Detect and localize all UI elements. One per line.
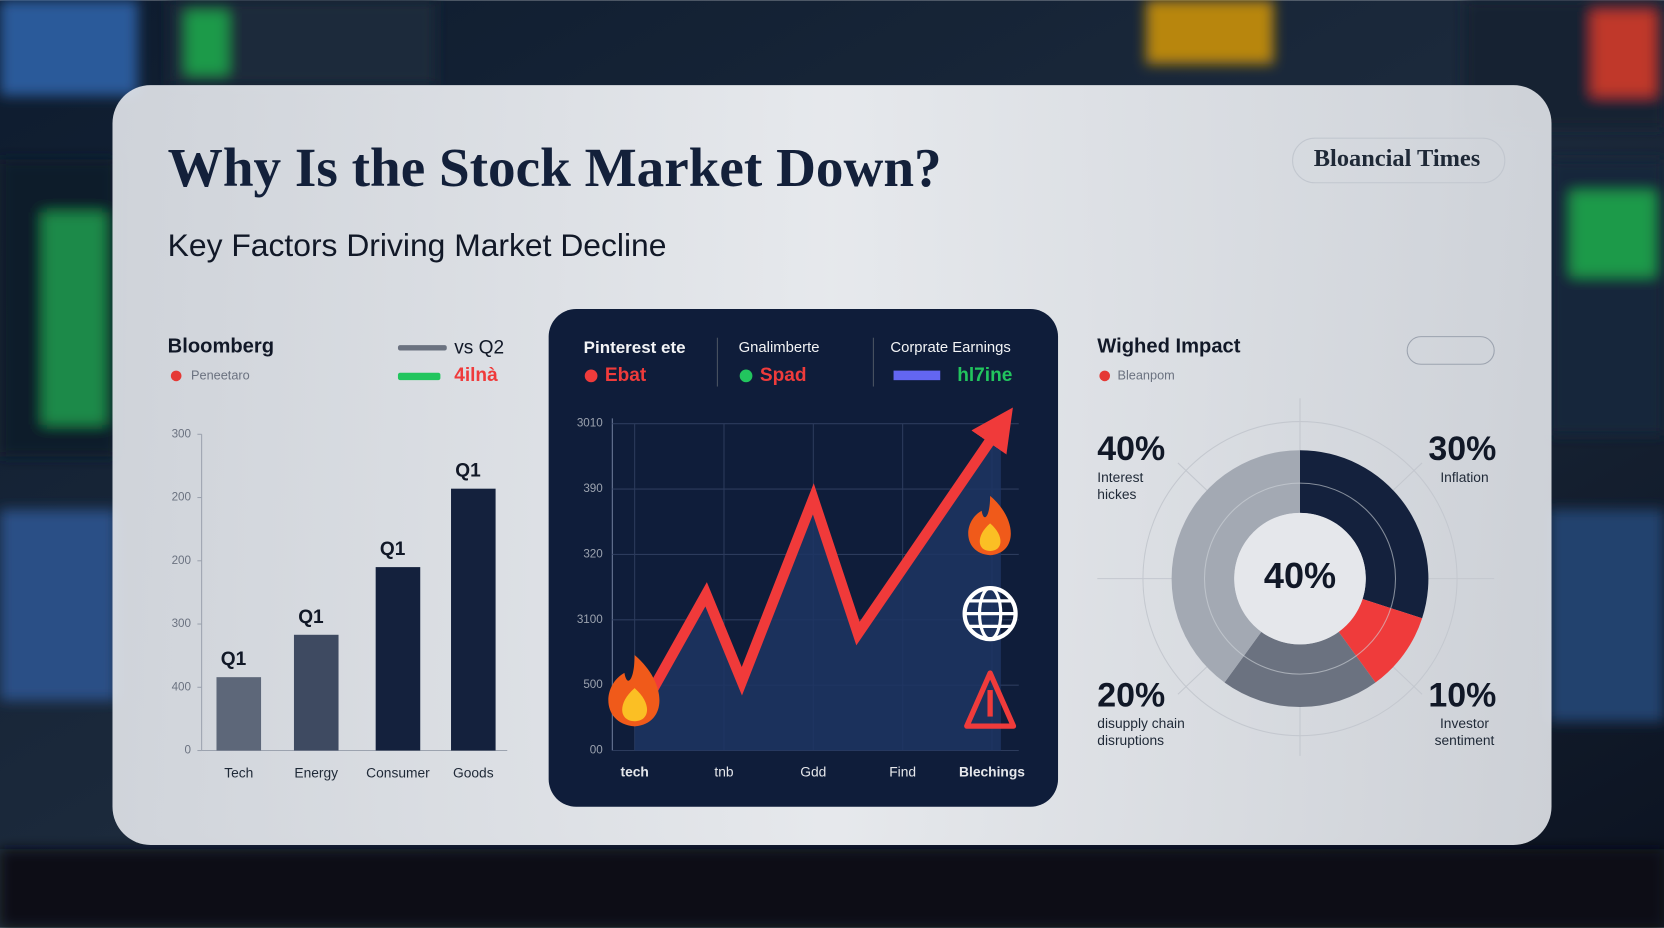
legend-label: Bleanpom	[1117, 367, 1174, 382]
bar	[216, 677, 262, 751]
x-tick-label: tech	[620, 764, 648, 779]
y-tick-label: 300	[172, 427, 192, 440]
pie-slice	[1300, 450, 1429, 619]
legend-label: vs Q2	[454, 337, 504, 358]
globe-icon	[964, 599, 1016, 628]
bar	[451, 488, 496, 751]
bar-label: Q1	[298, 607, 324, 628]
brand-pill	[1292, 137, 1506, 184]
legend-label: Peneetaro	[191, 367, 250, 382]
x-tick-label: Tech	[224, 766, 253, 781]
menu-pill	[1406, 336, 1495, 365]
x-tick-label: Goods	[453, 766, 494, 781]
y-tick-label: 3010	[577, 417, 603, 430]
x-tick-label: Gdd	[800, 764, 826, 779]
legend-swatch	[893, 370, 941, 381]
y-tick-label: 0	[185, 744, 192, 757]
slice-value-label: 20%	[1097, 676, 1165, 714]
x-tick-label: Find	[889, 764, 916, 779]
legend-swatch	[397, 372, 441, 381]
y-tick-label: 390	[583, 482, 603, 495]
slice-label-box: disupply chain disruptions	[1097, 715, 1185, 749]
y-tick-label: 500	[583, 678, 603, 691]
slice-label: disupply chain disruptions	[1097, 715, 1185, 749]
line	[630, 407, 1013, 725]
chart-title: Bloomberg	[168, 336, 274, 358]
fire-icon	[979, 523, 1001, 552]
y-tick-label: 200	[172, 554, 192, 567]
bar-label: Q1	[221, 649, 247, 670]
y-tick-label: 320	[583, 547, 603, 560]
legend-dot	[170, 370, 182, 382]
pie-slice	[1171, 450, 1300, 683]
legend-title: Pinterest ete	[584, 338, 686, 357]
x-tick-label: Energy	[294, 766, 338, 781]
slice-value-label: 30%	[1428, 430, 1496, 468]
center	[1234, 512, 1366, 645]
y-tick-label: 200	[172, 491, 192, 504]
pie-slice	[1224, 631, 1376, 708]
title: Why Is the Stock Market Down?	[168, 137, 942, 198]
slice-label: Inflation	[1440, 469, 1489, 486]
fire-icon	[622, 688, 648, 722]
legend-dot	[1099, 370, 1111, 382]
legend-dot	[584, 369, 598, 383]
bar	[293, 634, 339, 751]
warning-icon	[964, 670, 1017, 729]
legend-title: Gnalimberte	[739, 340, 820, 356]
x-tick-label: Consumer	[366, 766, 430, 781]
legend-label: 4ilnà	[454, 365, 498, 386]
slice-label-box: Inflation	[1440, 469, 1489, 486]
x-tick-label: Blechings	[959, 764, 1025, 779]
y-tick-label: 400	[172, 680, 192, 693]
bar-label: Q1	[380, 539, 406, 560]
subtitle: Key Factors Driving Market Decline	[168, 227, 667, 263]
y-tick-label: 300	[172, 617, 192, 630]
x-tick-label: tnb	[714, 764, 733, 779]
slice-label-box: Investor sentiment	[1434, 715, 1495, 749]
slice-value-label: 40%	[1097, 430, 1165, 468]
brand: Bloancial Times	[1314, 145, 1480, 172]
legend-title: Corprate Earnings	[890, 340, 1010, 356]
center-label: 40%	[1264, 555, 1336, 596]
slice-label: Interest hickes	[1097, 469, 1144, 503]
y-tick-label: 00	[590, 744, 603, 757]
legend-dot	[739, 369, 753, 383]
inner-ring	[1203, 482, 1397, 675]
area	[634, 424, 1001, 751]
chart-title: Wighed Impact	[1097, 336, 1240, 358]
legend-label: hl7ine	[957, 365, 1012, 386]
slice-label-box: Interest hickes	[1097, 469, 1144, 503]
legend-swatch	[397, 345, 447, 351]
slice-label: Investor sentiment	[1434, 715, 1495, 749]
legend-label: Spad	[760, 365, 807, 386]
y-tick-label: 3100	[577, 613, 603, 626]
slice-value-label: 10%	[1428, 676, 1496, 714]
pie-slice	[1338, 598, 1423, 683]
legend-label: Ebat	[605, 365, 647, 386]
bar	[375, 567, 421, 751]
bar-label: Q1	[455, 461, 481, 482]
